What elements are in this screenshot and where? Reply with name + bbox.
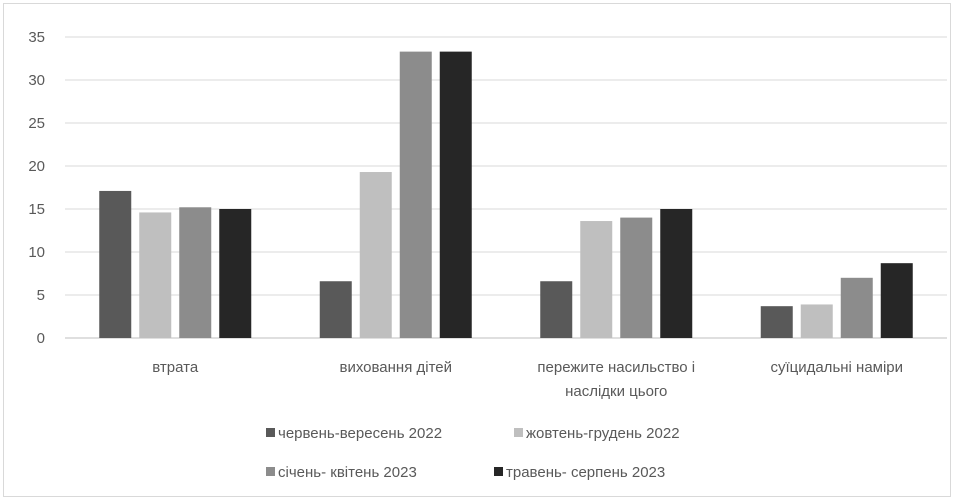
bar-1-1 xyxy=(99,190,132,338)
y-tick-label: 5 xyxy=(37,287,45,304)
category-label: виховання дітей xyxy=(339,359,452,376)
y-tick-label: 25 xyxy=(28,115,45,132)
y-tick-label: 35 xyxy=(28,29,45,46)
bar-3-1 xyxy=(179,207,212,338)
category-label: наслідки цього xyxy=(565,383,667,400)
bar-3-3 xyxy=(620,217,653,338)
y-tick-label: 30 xyxy=(28,72,45,89)
y-tick-label: 0 xyxy=(37,330,45,347)
bars xyxy=(99,51,913,339)
legend-label: жовтень-грудень 2022 xyxy=(526,425,680,442)
legend-swatch xyxy=(266,428,275,437)
y-tick-label: 15 xyxy=(28,201,45,218)
legend-swatch xyxy=(514,428,523,437)
y-axis-ticks: 0 5 10 15 20 25 30 35 xyxy=(28,29,45,347)
legend-swatch xyxy=(266,467,275,476)
bar-1-3 xyxy=(540,281,573,338)
category-label: пережите насильство і xyxy=(537,359,695,376)
bar-2-2 xyxy=(359,172,392,338)
y-tick-label: 10 xyxy=(28,244,45,261)
category-labels: втрата виховання дітей пережите насильство… xyxy=(152,359,903,400)
bar-1-4 xyxy=(760,306,793,338)
legend-label: травень- серпень 2023 xyxy=(506,464,665,481)
y-tick-label: 20 xyxy=(28,158,45,175)
bar-4-3 xyxy=(660,209,693,338)
legend-swatch xyxy=(494,467,503,476)
bar-4-2 xyxy=(439,51,472,339)
category-label: втрата xyxy=(152,359,199,376)
category-label: суїцидальні наміри xyxy=(770,359,903,376)
legend-label: червень-вересень 2022 xyxy=(278,425,442,442)
bar-3-2 xyxy=(399,51,432,339)
gridlines xyxy=(65,36,947,339)
legend-label: січень- квітень 2023 xyxy=(278,464,417,481)
bar-4-4 xyxy=(880,263,913,338)
bar-2-1 xyxy=(139,212,172,338)
bar-1-2 xyxy=(319,281,352,338)
bar-4-1 xyxy=(219,209,252,338)
bar-3-4 xyxy=(840,277,873,338)
bar-2-3 xyxy=(580,221,613,338)
bar-2-4 xyxy=(800,304,833,338)
legend: червень-вересень 2022 жовтень-грудень 202… xyxy=(266,425,680,481)
